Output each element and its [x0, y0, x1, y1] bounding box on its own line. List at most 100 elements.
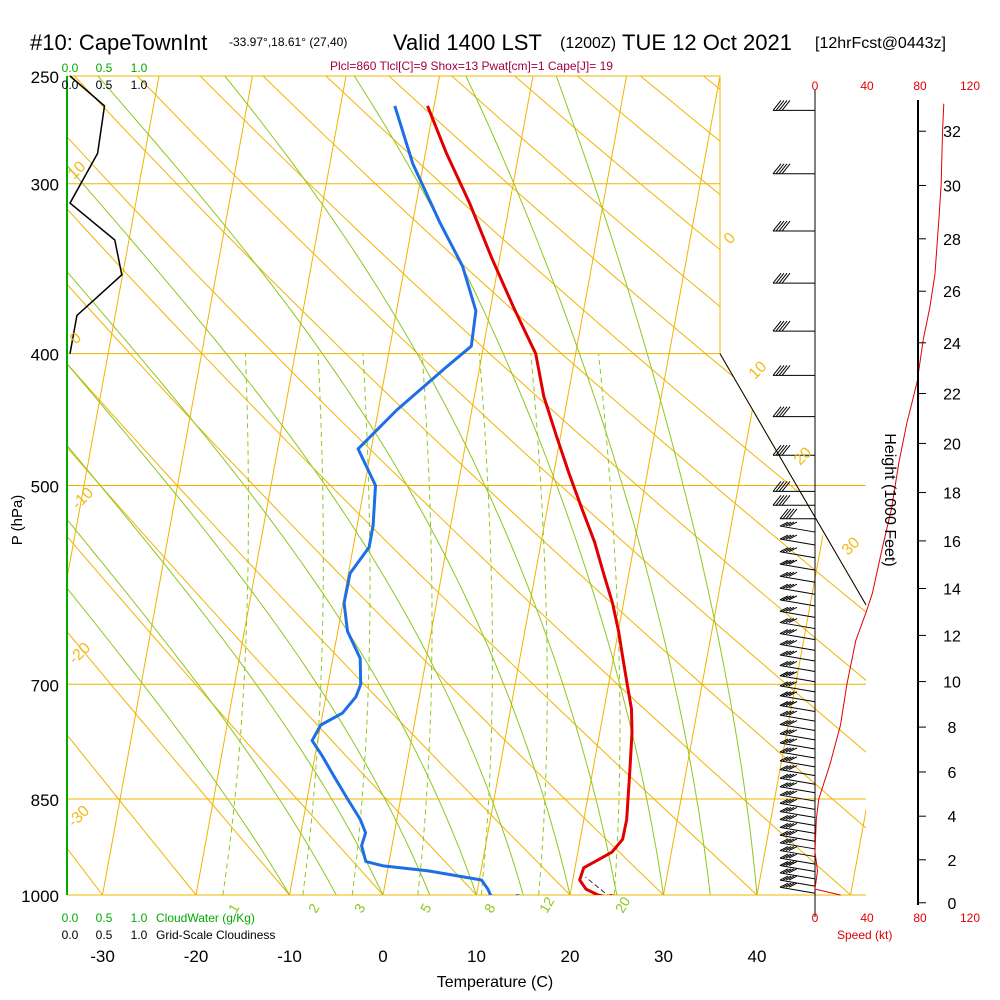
wind-barb-feather — [782, 773, 792, 779]
mixing-ratio-label: 2 — [305, 901, 323, 916]
wind-barb-feather — [779, 822, 789, 828]
wind-barb-feather — [785, 782, 795, 788]
wind-barb-feather — [772, 406, 782, 417]
speed-tick-top: 40 — [860, 79, 874, 93]
wind-barb-feather — [772, 481, 782, 492]
wind-barb-feather — [775, 220, 785, 232]
wind-barb-feather — [782, 875, 792, 881]
wind-barb — [779, 551, 816, 559]
wind-barb — [779, 599, 816, 607]
cloudiness-tick-top: 0.0 — [62, 78, 79, 92]
wind-barb-feather — [785, 822, 795, 828]
wind-barb-feather — [788, 807, 798, 812]
wind-barb-feather — [785, 807, 795, 812]
pressure-tick-label: 400 — [31, 346, 59, 365]
dry-adiabat-line — [67, 76, 384, 895]
dry-adiabat-label: 30 — [839, 534, 864, 559]
wind-barb — [779, 587, 816, 595]
wind-barb-feather — [781, 365, 791, 376]
wind-barb — [779, 733, 816, 741]
wind-barb-feather — [778, 100, 788, 111]
wind-barb-feather — [778, 494, 788, 506]
wind-barb-feather — [781, 481, 791, 492]
wind-barb-feather — [779, 729, 789, 735]
wind-barb-feather — [775, 163, 785, 175]
wind-barb-feather — [779, 782, 789, 788]
temperature-tick-label: -10 — [277, 947, 302, 966]
wind-barb-feather — [788, 782, 798, 788]
sounding-profiles — [310, 105, 634, 895]
moist-adiabat-line — [353, 76, 664, 895]
wind-barb — [779, 538, 816, 546]
wind-barb-feather — [779, 559, 789, 565]
moist-adiabat-line — [465, 76, 711, 895]
wind-speed-line — [814, 103, 945, 896]
wind-barb-feather — [785, 853, 795, 859]
wind-barb — [779, 777, 816, 785]
dry-adiabat-label: -20 — [66, 639, 94, 667]
wind-barb-feather — [788, 720, 798, 725]
height-tick-label: 24 — [943, 336, 961, 353]
wind-barb-feather — [782, 815, 792, 820]
wind-barb — [779, 857, 816, 865]
height-tick-label: 26 — [943, 284, 961, 301]
wind-barb-feather — [785, 720, 795, 725]
cloud-water-tick-bottom: 0.5 — [96, 911, 113, 925]
wind-barb-feather — [772, 220, 782, 232]
wind-barb — [779, 563, 816, 571]
wind-barb-feather — [788, 853, 798, 859]
wind-barb-feather — [779, 639, 789, 645]
cloud-water-tick-bottom: 1.0 — [131, 911, 148, 925]
wind-barb — [779, 751, 816, 759]
wind-barb-feather — [785, 661, 795, 666]
wind-barb — [779, 834, 816, 842]
wind-barb-feather — [781, 494, 791, 506]
wind-barb-feather — [779, 710, 789, 716]
dry-adiabat-line — [67, 76, 664, 895]
speed-tick-bottom: 80 — [913, 911, 927, 925]
wind-barb — [779, 610, 816, 618]
wind-barb-feather — [779, 720, 789, 725]
temperature-tick-label: 10 — [467, 947, 486, 966]
height-tick-label: 20 — [943, 436, 961, 453]
pressure-tick-label: 500 — [31, 478, 59, 497]
height-tick-label: 0 — [948, 896, 957, 913]
wind-barb-feather — [779, 773, 789, 779]
wind-barb — [779, 664, 816, 672]
wind-barb-feather — [788, 629, 798, 635]
speed-tick-bottom: 40 — [860, 911, 874, 925]
mixing-ratio-label: 3 — [351, 901, 369, 916]
wind-barb — [779, 643, 816, 651]
wind-barb-feather — [782, 650, 792, 656]
wind-barb — [779, 675, 816, 683]
wind-barb — [779, 654, 816, 662]
height-tick-label: 4 — [948, 809, 957, 826]
wind-barb-feather — [785, 639, 795, 645]
dewpoint-line — [310, 105, 496, 895]
wind-barb-feather — [788, 534, 798, 540]
wind-barb-feather — [775, 320, 785, 332]
frame-top — [67, 75, 867, 606]
wind-barb-feather — [779, 846, 789, 852]
wind-barb-feather — [782, 521, 792, 527]
wind-barb-feather — [775, 365, 785, 376]
cloud-water-tick-top: 0.5 — [96, 61, 113, 75]
wind-barb-feather — [785, 790, 795, 796]
temperature-tick-label: -20 — [184, 947, 209, 966]
wind-barb — [779, 633, 816, 641]
wind-barb — [779, 786, 816, 794]
wind-barb — [779, 705, 816, 712]
pressure-tick-label: 300 — [31, 176, 59, 195]
chart-title-forecast: [12hrFcst@0443z] — [815, 35, 946, 52]
pressure-tick-label: 850 — [31, 791, 59, 810]
wind-barb-feather — [782, 681, 792, 687]
wind-barb-feather — [788, 756, 798, 762]
wind-barb — [779, 842, 816, 850]
mixing-ratio-label: 12 — [536, 894, 558, 916]
dry-adiabat-label: 10 — [65, 158, 90, 183]
cloudiness-line — [69, 75, 123, 354]
dry-adiabat-line — [67, 76, 758, 895]
wind-barb-feather — [775, 481, 785, 492]
wind-barb — [779, 802, 816, 810]
